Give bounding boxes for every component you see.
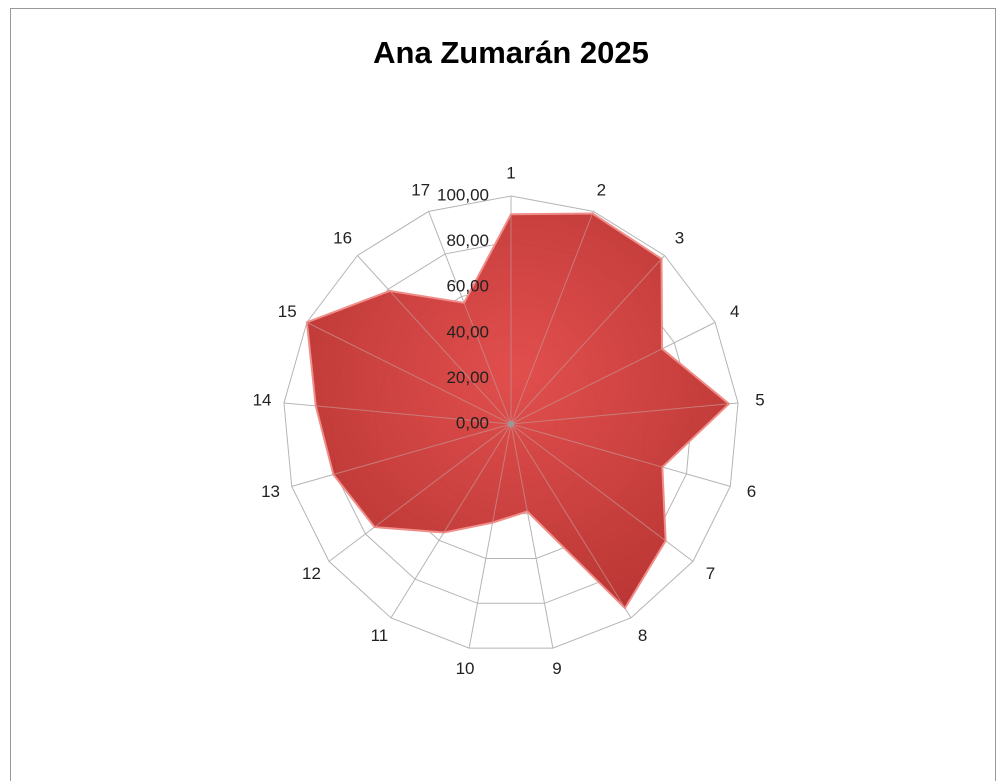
- spoke-overlay: [510, 423, 666, 542]
- spoke-overlay: [510, 423, 663, 468]
- spoke-overlay: [510, 403, 729, 425]
- r-tick-label: 0,00: [456, 413, 489, 432]
- r-tick-label: 20,00: [446, 368, 489, 387]
- marks: [305, 212, 730, 610]
- spoke-overlay: [510, 423, 528, 512]
- spoke-overlay: [315, 405, 512, 425]
- spoke-overlay: [510, 213, 594, 425]
- category-label: 2: [597, 180, 606, 199]
- category-label: 17: [411, 180, 430, 199]
- spoke-overlay: [374, 423, 512, 528]
- r-tick-label: 40,00: [446, 322, 489, 341]
- grid-ring: [283, 195, 739, 649]
- category-label: 13: [261, 482, 280, 501]
- category-label: 5: [755, 390, 764, 409]
- spoke-overlay: [510, 348, 663, 425]
- category-label: 4: [730, 302, 739, 321]
- spoke-overlay: [463, 302, 512, 425]
- category-label: 9: [552, 659, 561, 678]
- spoke-overlay: [333, 423, 512, 476]
- r-tick-label: 60,00: [446, 277, 489, 296]
- category-label: 6: [747, 482, 756, 501]
- category-label: 14: [253, 390, 272, 409]
- spoke-overlay: [492, 423, 512, 523]
- labels: 0,0020,0040,0060,0080,00100,001234567891…: [253, 163, 765, 678]
- spoke-overlay: [510, 258, 662, 425]
- category-label: 3: [675, 229, 684, 248]
- center-dot: [508, 421, 514, 427]
- spoke-overlay: [389, 290, 512, 425]
- category-label: 11: [371, 626, 389, 645]
- r-tick-label: 80,00: [446, 231, 489, 250]
- category-label: 12: [302, 564, 321, 583]
- spoke-overlay: [510, 423, 626, 609]
- category-label: 7: [706, 564, 715, 583]
- spoke-overlay: [306, 321, 512, 425]
- category-label: 8: [638, 626, 647, 645]
- r-tick-label: 100,00: [437, 185, 489, 204]
- chart-title: Ana Zumarán 2025: [373, 35, 649, 70]
- category-label: 1: [506, 163, 515, 182]
- spoke-overlay: [443, 423, 512, 533]
- category-label: 15: [278, 302, 297, 321]
- category-label: 16: [333, 229, 352, 248]
- category-label: 10: [456, 659, 475, 678]
